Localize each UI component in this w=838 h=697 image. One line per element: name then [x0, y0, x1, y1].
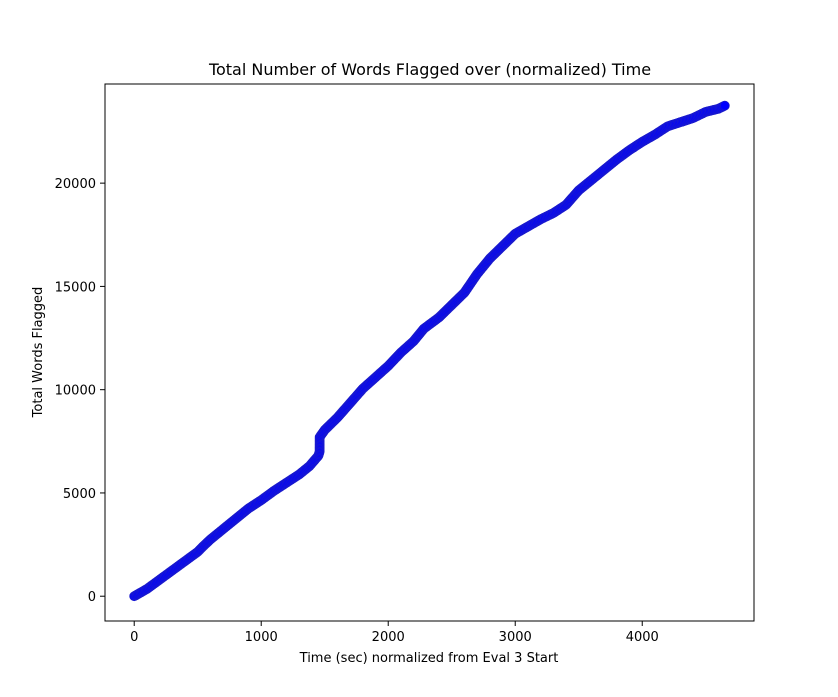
data-points-group — [129, 100, 730, 602]
y-tick-label: 10000 — [55, 384, 96, 399]
x-tick-label: 1000 — [245, 630, 278, 645]
x-tick-label: 2000 — [372, 630, 405, 645]
y-axis-label: Total Words Flagged — [31, 287, 46, 419]
y-tick-label: 5000 — [63, 487, 96, 502]
x-tick-label: 3000 — [499, 630, 532, 645]
chart-title: Total Number of Words Flagged over (norm… — [208, 60, 651, 79]
x-tick-label: 4000 — [626, 630, 659, 645]
y-tick-label: 15000 — [55, 280, 96, 295]
plot-area-frame — [104, 83, 755, 622]
y-tick-label: 0 — [88, 590, 96, 605]
x-axis-ticks: 0 1000 2000 3000 4000 — [130, 621, 659, 645]
x-axis-label: Time (sec) normalized from Eval 3 Start — [299, 651, 559, 666]
y-axis-ticks: 0 5000 10000 15000 20000 — [55, 177, 105, 605]
data-point — [719, 100, 730, 111]
y-tick-label: 20000 — [55, 177, 96, 192]
x-tick-label: 0 — [130, 630, 138, 645]
